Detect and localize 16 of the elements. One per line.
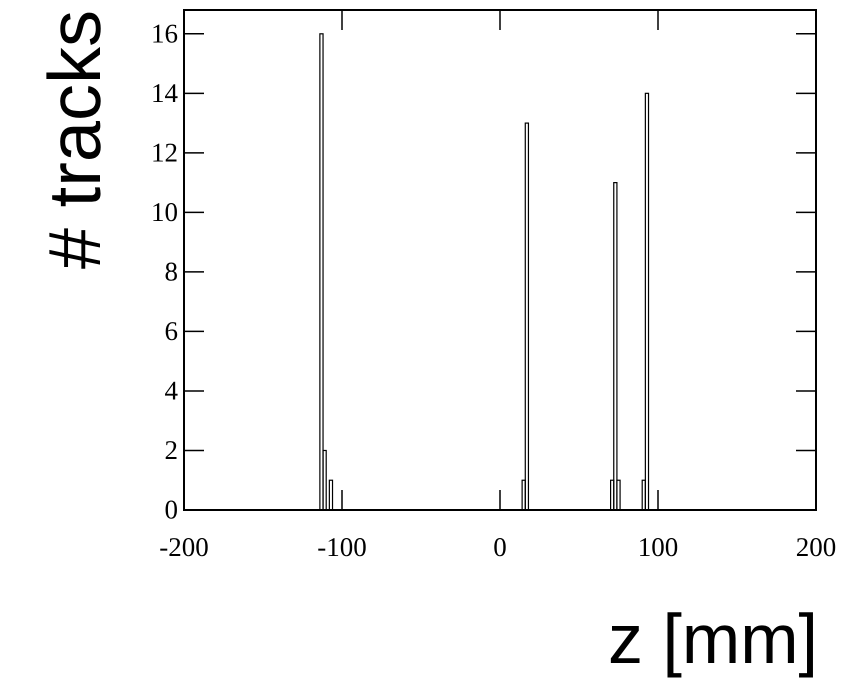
x-tick-label: 200: [796, 532, 836, 562]
x-tick-label: 0: [493, 532, 507, 562]
y-tick-label: 16: [151, 18, 178, 48]
x-axis-title: z [mm]: [608, 600, 818, 678]
x-tick-label: 100: [638, 532, 678, 562]
x-tick-label: -200: [159, 532, 209, 562]
x-tick-label: -100: [317, 532, 367, 562]
y-tick-label: 12: [151, 137, 178, 168]
y-tick-label: 0: [164, 494, 178, 525]
y-tick-label: 6: [164, 316, 178, 346]
y-tick-label: 14: [151, 78, 178, 108]
y-tick-label: 2: [164, 435, 178, 466]
y-tick-label: 4: [164, 376, 178, 406]
y-axis-title: # tracks: [33, 10, 116, 270]
y-tick-label: 10: [151, 197, 178, 228]
y-tick-label: 8: [164, 256, 178, 287]
